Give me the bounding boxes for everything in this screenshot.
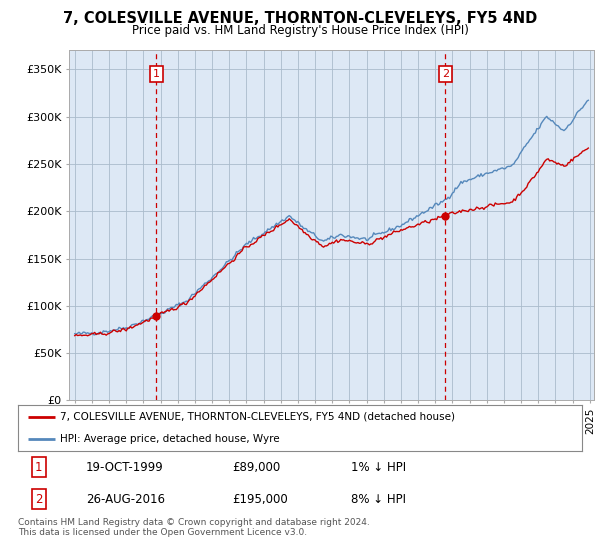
- Text: 1: 1: [153, 69, 160, 79]
- Text: 1% ↓ HPI: 1% ↓ HPI: [351, 460, 406, 474]
- Text: 7, COLESVILLE AVENUE, THORNTON-CLEVELEYS, FY5 4ND (detached house): 7, COLESVILLE AVENUE, THORNTON-CLEVELEYS…: [60, 412, 455, 422]
- Text: HPI: Average price, detached house, Wyre: HPI: Average price, detached house, Wyre: [60, 434, 280, 444]
- Text: 2: 2: [35, 493, 43, 506]
- Text: Contains HM Land Registry data © Crown copyright and database right 2024.
This d: Contains HM Land Registry data © Crown c…: [18, 518, 370, 538]
- Text: 7, COLESVILLE AVENUE, THORNTON-CLEVELEYS, FY5 4ND: 7, COLESVILLE AVENUE, THORNTON-CLEVELEYS…: [63, 11, 537, 26]
- Text: £89,000: £89,000: [232, 460, 281, 474]
- Text: 19-OCT-1999: 19-OCT-1999: [86, 460, 163, 474]
- Text: 26-AUG-2016: 26-AUG-2016: [86, 493, 164, 506]
- Text: 8% ↓ HPI: 8% ↓ HPI: [351, 493, 406, 506]
- Text: 1: 1: [35, 460, 43, 474]
- Text: £195,000: £195,000: [232, 493, 288, 506]
- Text: Price paid vs. HM Land Registry's House Price Index (HPI): Price paid vs. HM Land Registry's House …: [131, 24, 469, 36]
- Text: 2: 2: [442, 69, 449, 79]
